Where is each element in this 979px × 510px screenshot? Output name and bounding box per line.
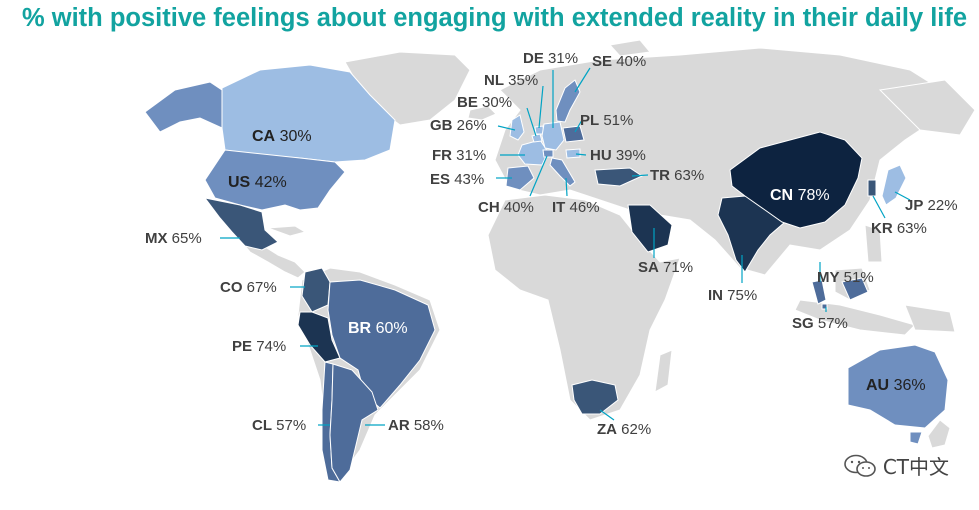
country-tr bbox=[594, 167, 644, 187]
land-philippines bbox=[864, 224, 883, 263]
country-us-alaska bbox=[144, 81, 223, 133]
land-new-guinea bbox=[904, 304, 956, 333]
land-africa bbox=[487, 194, 681, 421]
country-br bbox=[327, 279, 436, 409]
country-de bbox=[541, 121, 565, 151]
label-pl: PL 51% bbox=[580, 112, 633, 129]
country-gb bbox=[509, 114, 525, 141]
label-hu: HU 39% bbox=[590, 147, 646, 164]
country-cn bbox=[729, 131, 863, 229]
leader-za bbox=[599, 409, 615, 421]
land-madagascar bbox=[654, 349, 673, 393]
land-eurasia bbox=[494, 47, 946, 276]
country-se bbox=[555, 79, 581, 123]
label-my: MY 51% bbox=[817, 269, 874, 286]
label-nl: NL 35% bbox=[484, 72, 538, 89]
land-iceland bbox=[467, 105, 497, 121]
leader-se bbox=[574, 67, 591, 93]
watermark-text: CT中文 bbox=[882, 455, 949, 479]
label-ch: CH 40% bbox=[478, 199, 534, 216]
country-my bbox=[811, 279, 827, 305]
country-sa bbox=[627, 204, 673, 253]
label-co: CO 67% bbox=[220, 279, 277, 296]
country-za bbox=[571, 379, 619, 415]
label-ar: AR 58% bbox=[388, 417, 444, 434]
label-gb: GB 26% bbox=[430, 117, 487, 134]
country-jp bbox=[881, 164, 907, 206]
leader-tr bbox=[631, 174, 649, 177]
land-caribbean bbox=[267, 225, 307, 237]
label-tr: TR 63% bbox=[650, 167, 704, 184]
land-arctic-islands bbox=[609, 39, 651, 57]
countries bbox=[144, 64, 949, 483]
label-br: BR 60% bbox=[348, 320, 408, 337]
label-kr: KR 63% bbox=[871, 220, 927, 237]
label-sa: SA 71% bbox=[638, 259, 693, 276]
label-de: DE 31% bbox=[523, 50, 578, 67]
label-mx: MX 65% bbox=[145, 230, 202, 247]
country-es bbox=[505, 165, 535, 191]
leader-be bbox=[526, 107, 537, 137]
country-au bbox=[847, 344, 949, 429]
label-it: IT 46% bbox=[552, 199, 600, 216]
label-us: US 42% bbox=[228, 174, 287, 191]
leader-it bbox=[565, 177, 568, 197]
country-mx bbox=[203, 197, 279, 251]
leader-gb bbox=[497, 125, 516, 131]
leader-lines bbox=[220, 67, 911, 426]
land-new-zealand bbox=[927, 419, 951, 449]
label-in: IN 75% bbox=[708, 287, 757, 304]
label-cl: CL 57% bbox=[252, 417, 306, 434]
land-tasmania bbox=[909, 431, 923, 445]
land-far-east bbox=[878, 79, 976, 136]
country-it bbox=[549, 157, 576, 187]
map-title: % with positive feelings about engaging … bbox=[22, 4, 968, 32]
country-hu bbox=[565, 148, 581, 159]
leader-jp bbox=[894, 191, 911, 201]
label-be: BE 30% bbox=[457, 94, 512, 111]
label-es: ES 43% bbox=[430, 171, 484, 188]
country-ar bbox=[329, 363, 379, 483]
leader-kr bbox=[872, 195, 886, 219]
label-se: SE 40% bbox=[592, 53, 646, 70]
label-au: AU 36% bbox=[866, 377, 926, 394]
country-ch bbox=[542, 149, 554, 158]
land-central-america bbox=[238, 239, 306, 279]
country-be bbox=[531, 133, 543, 143]
country-pl bbox=[562, 125, 585, 143]
label-pe: PE 74% bbox=[232, 338, 286, 355]
leader-ch bbox=[529, 155, 548, 197]
country-kr bbox=[867, 179, 877, 197]
wechat-icon bbox=[844, 454, 876, 477]
leader-pl bbox=[574, 119, 583, 133]
label-ca: CA 30% bbox=[252, 128, 312, 145]
country-my-borneo bbox=[841, 277, 869, 301]
country-us bbox=[204, 149, 346, 211]
watermark: CT中文 bbox=[843, 451, 949, 480]
leader-hu bbox=[575, 153, 587, 156]
label-fr: FR 31% bbox=[432, 147, 486, 164]
label-sg: SG 57% bbox=[792, 315, 848, 332]
label-jp: JP 22% bbox=[905, 197, 958, 214]
labels: CA 30% US 42% MX 65% CO 67% PE 74% BR 60… bbox=[145, 50, 958, 438]
leader-nl bbox=[538, 85, 544, 129]
label-za: ZA 62% bbox=[597, 421, 651, 438]
label-cn: CN 78% bbox=[770, 187, 830, 204]
